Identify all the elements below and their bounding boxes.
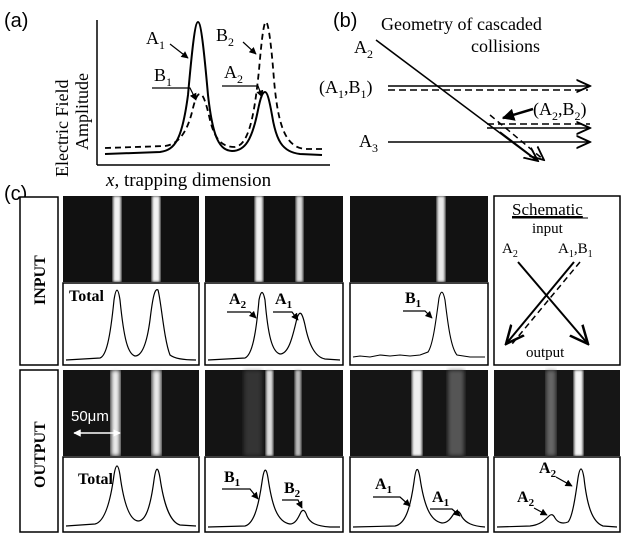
schematic-a2: A2 <box>502 241 518 260</box>
output-profile-1: Total <box>62 456 200 533</box>
panel-a-label-b2: B2 <box>216 25 234 49</box>
input-total-label: Total <box>69 288 105 305</box>
panel-a-label-a2: A2 <box>224 62 243 86</box>
panel-b-arrow-a2b2 <box>501 107 534 121</box>
output-profile-2: B1 B2 <box>204 456 344 533</box>
panel-a-label-a1: A1 <box>146 28 165 52</box>
row-label-input-box <box>19 196 59 366</box>
output-label-b2: B2 <box>284 480 301 500</box>
output-label-a1-b: A1 <box>432 489 449 509</box>
panel-a-label-b1: B1 <box>154 65 172 89</box>
scale-label: 50μm <box>71 408 109 425</box>
panel-a-xlabel: x, trapping dimension <box>105 170 272 191</box>
output-label-a1-a: A1 <box>375 476 392 496</box>
panel-b-label-a2: A2 <box>354 37 373 61</box>
output-label-b1: B1 <box>224 469 240 489</box>
input-image-1 <box>63 196 199 282</box>
panel-a-ylabel-2: Amplitude <box>72 73 92 150</box>
panel-a-arrow-b1 <box>152 87 197 101</box>
output-label-a2-b: A2 <box>517 489 535 509</box>
panel-b: (b) Geometry of cascaded collisions A2 (… <box>319 10 590 161</box>
panel-b-title-2: collisions <box>471 36 540 56</box>
input-label-a2: A2 <box>229 291 247 311</box>
input-profile-1: Total <box>62 282 200 366</box>
panel-a-tag: (a) <box>4 10 28 32</box>
panel-b-label-a2b2: (A2,B2) <box>533 99 587 123</box>
panel-a-arrow-a1 <box>169 43 189 59</box>
output-profile-4: A2 A2 <box>493 456 621 533</box>
schematic-title: Schematic <box>512 200 583 219</box>
panel-a-ylabel-1: Electric Field <box>52 80 72 177</box>
schematic-beam-a2 <box>517 261 588 344</box>
panel-c: (c) INPUT OUTPUT Total <box>4 183 621 533</box>
output-profile-3: A1 A1 <box>349 456 489 533</box>
output-total-label: Total <box>78 471 114 488</box>
panel-a: (a) Electric Field Amplitude A1 B1 B2 A2… <box>4 10 330 191</box>
schematic-output: output <box>526 345 565 361</box>
output-image-4 <box>494 370 620 456</box>
input-label-b1: B1 <box>405 290 421 310</box>
schematic-a1b1: A1,B1 <box>558 241 593 260</box>
schematic-input: input <box>532 221 564 237</box>
output-image-1: 50μm <box>63 370 199 456</box>
panel-b-label-a3: A3 <box>359 131 378 155</box>
schematic: Schematic input A2 A1,B1 output <box>493 195 621 366</box>
input-profile-2: A2 A1 <box>204 282 344 366</box>
row-label-output: OUTPUT <box>32 421 49 488</box>
panel-a-solid-curve <box>104 20 323 156</box>
panel-b-beam-b2 <box>489 114 544 160</box>
output-label-a2-a: A2 <box>539 460 557 480</box>
output-image-3 <box>350 370 488 456</box>
output-image-2 <box>205 370 343 456</box>
input-image-3 <box>350 196 488 282</box>
panel-b-label-a1b1: (A1,B1) <box>319 77 373 101</box>
schematic-beam-a1 <box>506 261 575 344</box>
panel-a-arrow-b2 <box>242 41 257 55</box>
panel-b-tag: (b) <box>333 10 357 32</box>
input-image-2 <box>205 196 343 282</box>
row-label-output-box <box>19 369 59 533</box>
panel-b-beam-a2-tip <box>499 131 538 161</box>
panel-a-arrow-a2 <box>222 85 264 98</box>
row-label-input: INPUT <box>32 255 49 305</box>
input-label-a1: A1 <box>275 291 292 311</box>
schematic-beam-b1 <box>511 261 581 345</box>
input-profile-3: B1 <box>349 282 489 366</box>
panel-a-dashed-curve <box>104 21 322 150</box>
panel-b-title-1: Geometry of cascaded <box>381 14 542 34</box>
